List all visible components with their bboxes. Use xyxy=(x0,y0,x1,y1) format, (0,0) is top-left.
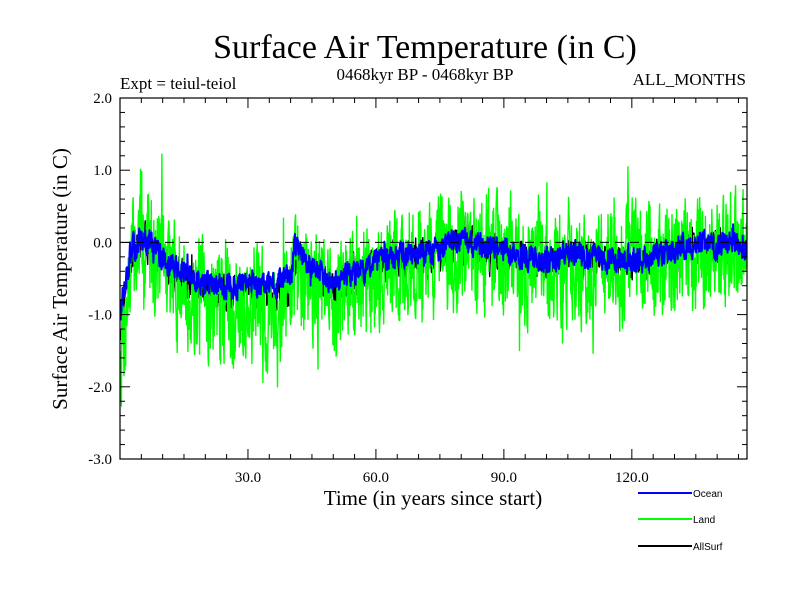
x-tick-label: 120.0 xyxy=(615,470,649,486)
x-tick-label: 90.0 xyxy=(491,470,517,486)
legend-allsurf-label: AllSurf xyxy=(693,542,723,553)
legend-land-label: Land xyxy=(693,515,715,526)
y-tick-label: -2.0 xyxy=(88,380,112,396)
y-tick-label: -3.0 xyxy=(88,452,112,468)
series-line-ocean xyxy=(120,223,747,321)
subtitle-left: Expt = teiul-teiol xyxy=(120,74,237,93)
chart-title: Surface Air Temperature (in C) xyxy=(213,29,637,66)
y-tick-label: 1.0 xyxy=(93,163,112,179)
y-tick-label: 2.0 xyxy=(93,91,112,107)
y-tick-label: -1.0 xyxy=(88,308,112,324)
legend-ocean-label: Ocean xyxy=(693,489,722,500)
legend: Ocean Land AllSurf xyxy=(638,489,723,553)
subtitle-right: ALL_MONTHS xyxy=(633,70,746,89)
legend-item-land: Land xyxy=(638,515,715,526)
x-axis-label: Time (in years since start) xyxy=(324,486,543,510)
x-tick-label: 60.0 xyxy=(363,470,389,486)
subtitle-center: 0468kyr BP - 0468kyr BP xyxy=(337,65,514,84)
legend-item-ocean: Ocean xyxy=(638,489,722,500)
y-axis-label: Surface Air Temperature (in C) xyxy=(48,148,72,410)
x-tick-label: 30.0 xyxy=(235,470,261,486)
legend-item-allsurf: AllSurf xyxy=(638,542,723,553)
y-tick-label: 0.0 xyxy=(93,235,112,251)
plot-frame xyxy=(119,97,748,460)
